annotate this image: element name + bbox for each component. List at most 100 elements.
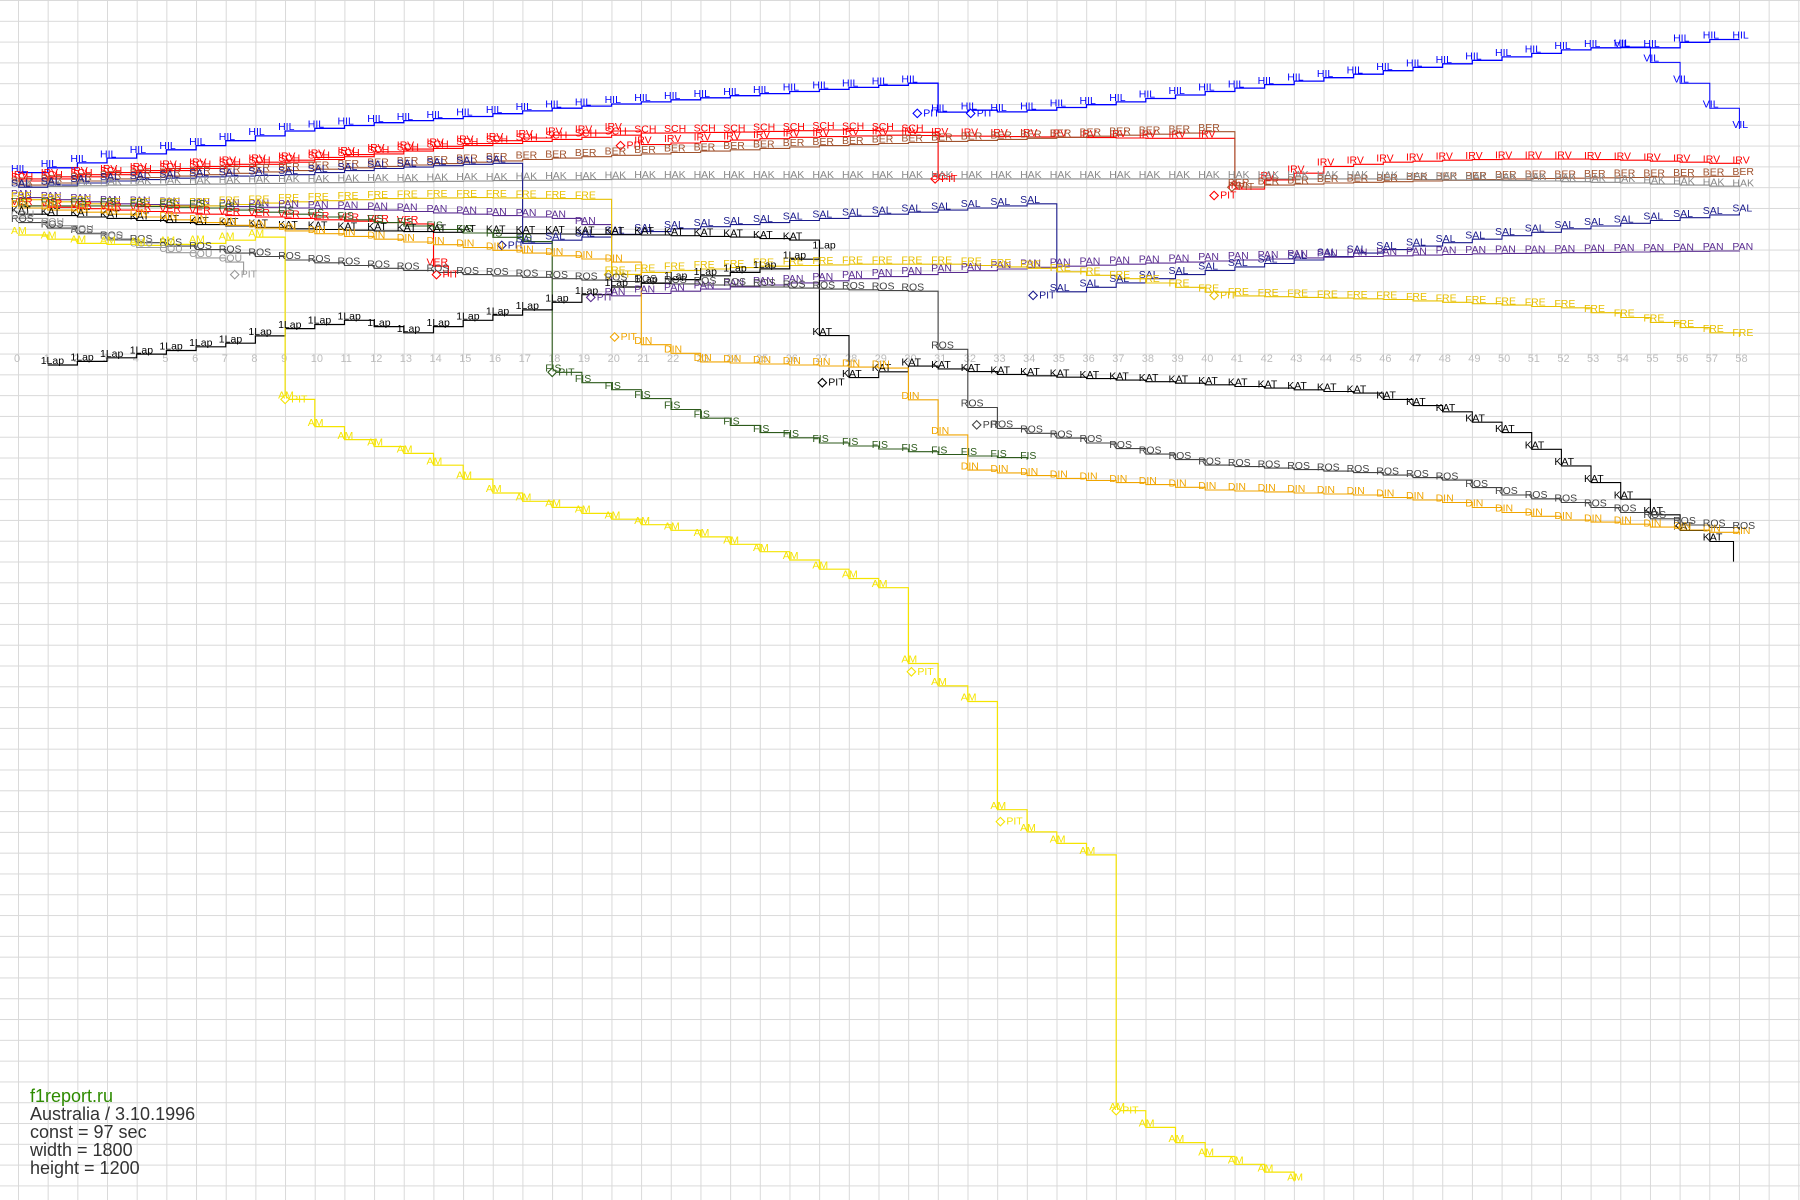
svg-text:KAT: KAT [545, 224, 565, 236]
svg-text:FIS: FIS [248, 202, 264, 214]
svg-text:34: 34 [1023, 353, 1035, 365]
svg-text:HAK: HAK [605, 169, 627, 181]
svg-text:KAT: KAT [634, 225, 654, 237]
svg-text:DIN: DIN [634, 335, 652, 347]
svg-text:HIL: HIL [397, 111, 414, 123]
svg-text:KAT: KAT [664, 226, 684, 238]
svg-text:PAN: PAN [456, 204, 477, 216]
svg-text:FRE: FRE [308, 191, 329, 203]
svg-text:AM: AM [634, 515, 650, 527]
svg-text:DIN: DIN [1317, 484, 1335, 496]
svg-text:FIS: FIS [367, 213, 383, 225]
svg-text:FRE: FRE [278, 192, 299, 204]
svg-text:HIL: HIL [189, 136, 206, 148]
svg-text:KAT: KAT [1020, 366, 1040, 378]
svg-text:ROS: ROS [1317, 461, 1340, 473]
svg-text:HAK: HAK [872, 169, 894, 181]
svg-text:DIN: DIN [1287, 483, 1305, 495]
svg-text:1Lap: 1Lap [159, 341, 183, 353]
svg-text:HIL: HIL [723, 86, 740, 98]
svg-text:6: 6 [192, 353, 198, 365]
svg-text:51: 51 [1528, 353, 1540, 365]
svg-text:AM: AM [783, 550, 799, 562]
svg-text:SAL: SAL [723, 215, 743, 227]
svg-text:AM: AM [11, 225, 27, 237]
svg-text:AM: AM [931, 676, 947, 688]
svg-text:DIN: DIN [931, 425, 949, 437]
svg-text:SAL: SAL [1050, 282, 1070, 294]
svg-text:1Lap: 1Lap [516, 300, 540, 312]
svg-text:PAN: PAN [486, 206, 507, 218]
svg-text:ROS: ROS [1109, 439, 1132, 451]
svg-text:13: 13 [400, 353, 412, 365]
svg-text:ROS: ROS [1287, 460, 1310, 472]
svg-text:45: 45 [1350, 353, 1362, 365]
svg-text:SAL: SAL [427, 156, 447, 168]
svg-text:KAT: KAT [990, 365, 1010, 377]
svg-text:17: 17 [519, 353, 531, 365]
svg-text:PAN: PAN [1317, 247, 1338, 259]
svg-text:BER: BER [545, 148, 567, 160]
svg-text:KAT: KAT [1109, 370, 1129, 382]
svg-text:44: 44 [1320, 353, 1332, 365]
svg-text:DIN: DIN [842, 357, 860, 369]
svg-text:HAK: HAK [753, 169, 775, 181]
svg-text:FRE: FRE [486, 188, 507, 200]
svg-text:KAT: KAT [1258, 378, 1278, 390]
svg-text:FRE: FRE [1495, 295, 1516, 307]
svg-text:PAN: PAN [872, 267, 893, 279]
svg-text:DIN: DIN [1198, 480, 1216, 492]
svg-text:FRE: FRE [1554, 298, 1575, 310]
svg-text:SAL: SAL [456, 155, 476, 167]
svg-text:FRE: FRE [1080, 266, 1101, 278]
svg-text:PAN: PAN [1525, 243, 1546, 255]
svg-text:KAT: KAT [1317, 382, 1337, 394]
svg-text:FIS: FIS [723, 416, 739, 428]
svg-text:HIL: HIL [1732, 30, 1749, 42]
svg-text:1Lap: 1Lap [486, 305, 510, 317]
svg-text:FIS: FIS [634, 389, 650, 401]
svg-text:VIL: VIL [1643, 53, 1659, 65]
svg-text:HAK: HAK [1614, 173, 1636, 185]
svg-text:DIN: DIN [70, 202, 88, 214]
svg-text:57: 57 [1706, 353, 1718, 365]
svg-text:DIN: DIN [1584, 512, 1602, 524]
svg-text:KAT: KAT [1050, 367, 1070, 379]
svg-text:ROS: ROS [1525, 489, 1548, 501]
svg-text:ROS: ROS [516, 268, 539, 280]
svg-text:AM: AM [1169, 1133, 1185, 1145]
svg-text:HAK: HAK [901, 169, 923, 181]
svg-text:SAL: SAL [397, 157, 417, 169]
svg-text:HIL: HIL [1643, 38, 1660, 50]
svg-text:1Lap: 1Lap [100, 348, 124, 360]
svg-text:14: 14 [430, 353, 442, 365]
svg-text:HIL: HIL [812, 80, 829, 92]
svg-text:SCH: SCH [367, 144, 389, 156]
svg-text:KAT: KAT [723, 227, 743, 239]
svg-text:HIL: HIL [1020, 100, 1037, 112]
svg-text:FIS: FIS [338, 210, 354, 222]
svg-text:HIL: HIL [308, 119, 325, 131]
svg-text:FIS: FIS [605, 380, 621, 392]
svg-text:HAK: HAK [427, 172, 449, 184]
svg-text:HIL: HIL [456, 107, 473, 119]
svg-text:BER: BER [1169, 123, 1191, 135]
svg-text:HAK: HAK [1406, 170, 1428, 182]
svg-text:HIL: HIL [486, 104, 503, 116]
svg-text:SCH: SCH [605, 125, 627, 137]
svg-text:HIL: HIL [605, 94, 622, 106]
svg-text:AM: AM [605, 509, 621, 521]
svg-text:KAT: KAT [1406, 396, 1426, 408]
svg-text:HAK: HAK [694, 169, 716, 181]
svg-text:1Lap: 1Lap [70, 352, 94, 364]
svg-text:SAL: SAL [1584, 216, 1604, 228]
svg-text:HIL: HIL [338, 116, 355, 128]
svg-text:7: 7 [222, 353, 228, 365]
svg-text:SAL: SAL [1465, 229, 1485, 241]
svg-text:ROS: ROS [931, 340, 954, 352]
svg-text:SAL: SAL [1703, 205, 1723, 217]
svg-text:HIL: HIL [1465, 51, 1482, 63]
svg-text:ROS: ROS [842, 280, 865, 292]
svg-text:HAK: HAK [1080, 169, 1102, 181]
svg-text:55: 55 [1646, 353, 1658, 365]
